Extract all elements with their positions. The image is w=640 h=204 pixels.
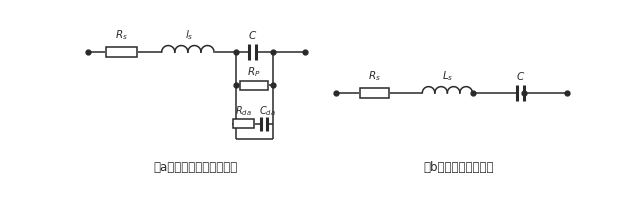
Text: $L_s$: $L_s$ xyxy=(442,69,453,83)
Text: （a）电容器实际等效电路: （a）电容器实际等效电路 xyxy=(154,160,237,173)
Text: $l_s$: $l_s$ xyxy=(185,28,194,42)
Text: $R_{da}$: $R_{da}$ xyxy=(235,103,252,117)
Text: $C$: $C$ xyxy=(248,29,257,41)
FancyBboxPatch shape xyxy=(240,81,268,90)
FancyBboxPatch shape xyxy=(232,120,254,128)
Text: $C_{da}$: $C_{da}$ xyxy=(259,103,276,117)
Text: （b）电容器简化模型: （b）电容器简化模型 xyxy=(424,160,494,173)
FancyBboxPatch shape xyxy=(360,89,389,98)
FancyBboxPatch shape xyxy=(106,48,137,58)
Text: $R_s$: $R_s$ xyxy=(368,69,381,83)
Text: $R_P$: $R_P$ xyxy=(247,65,261,79)
Text: $C$: $C$ xyxy=(516,69,525,81)
Text: $R_s$: $R_s$ xyxy=(115,28,128,42)
